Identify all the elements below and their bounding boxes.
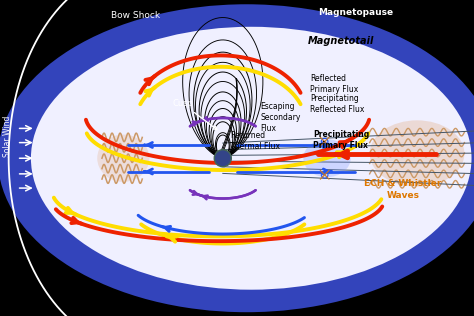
Text: Precipitating
Reflected Flux: Precipitating Reflected Flux bbox=[310, 94, 365, 114]
Circle shape bbox=[214, 150, 231, 167]
Text: Escaping
Secondary
Flux: Escaping Secondary Flux bbox=[261, 102, 301, 133]
Text: Bow Shock: Bow Shock bbox=[110, 10, 160, 20]
Ellipse shape bbox=[31, 27, 472, 290]
Text: Magnetopause: Magnetopause bbox=[318, 8, 393, 17]
Text: Reflected
Primary Flux: Reflected Primary Flux bbox=[310, 74, 359, 94]
Ellipse shape bbox=[0, 4, 474, 312]
Text: Returned
Thermal Flux: Returned Thermal Flux bbox=[230, 131, 280, 151]
Text: Magnetotail: Magnetotail bbox=[308, 36, 374, 46]
Text: Cusp: Cusp bbox=[172, 99, 217, 130]
Text: Solar Wind: Solar Wind bbox=[3, 115, 12, 157]
Ellipse shape bbox=[97, 135, 149, 182]
Ellipse shape bbox=[303, 139, 351, 177]
Text: Precipitating
Primary Flux: Precipitating Primary Flux bbox=[313, 130, 369, 150]
Ellipse shape bbox=[370, 120, 465, 187]
Text: ECH & Whistler
Waves: ECH & Whistler Waves bbox=[364, 179, 441, 200]
